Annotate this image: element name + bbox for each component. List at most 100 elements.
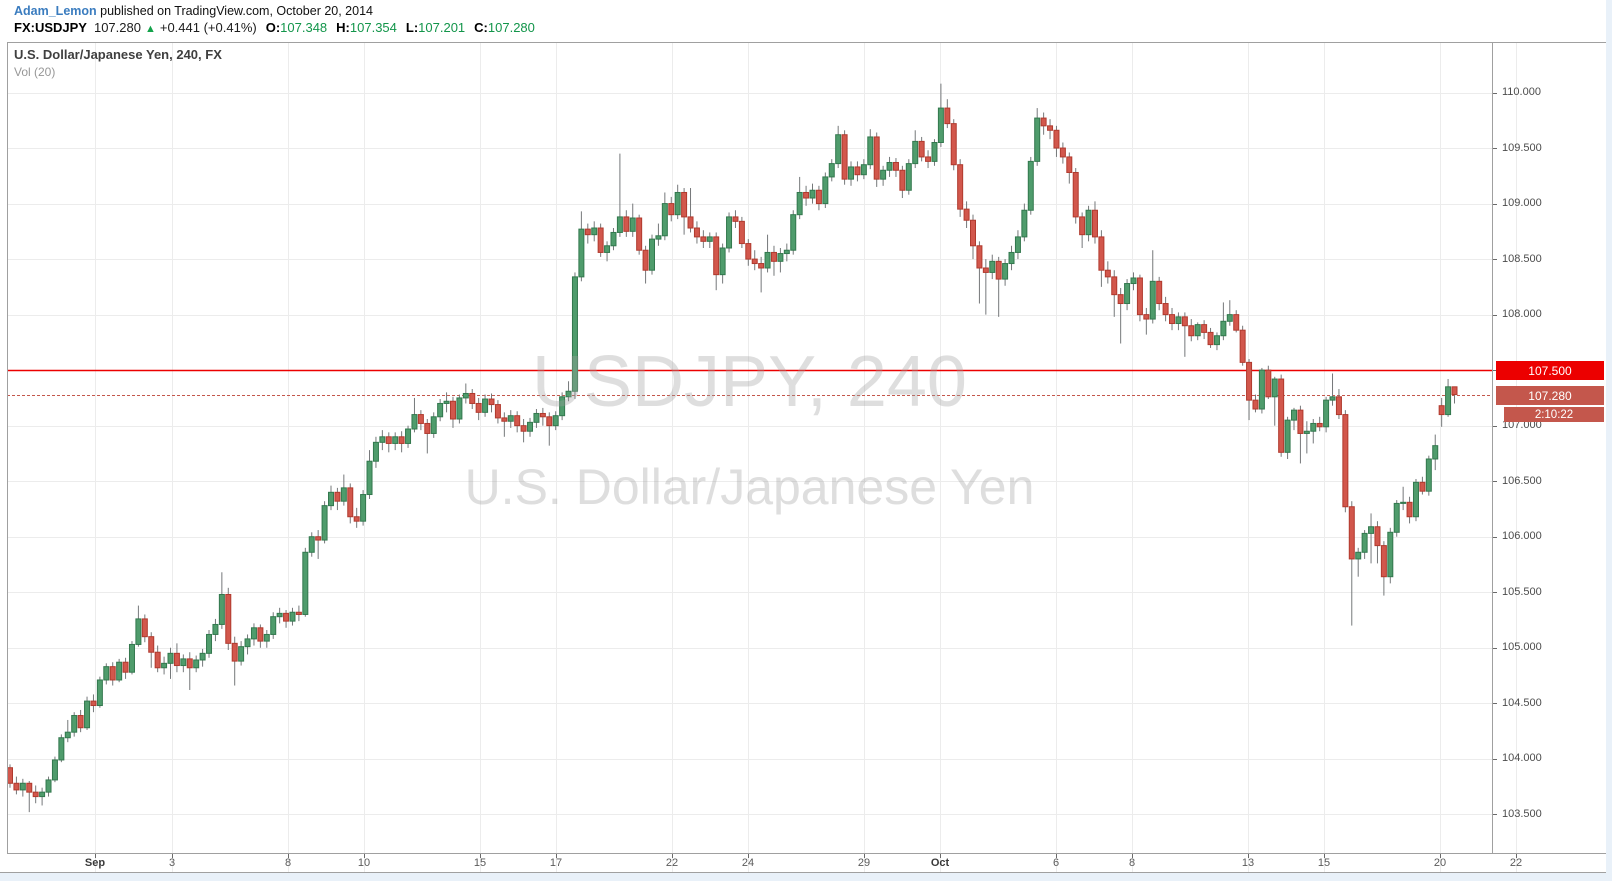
candle-body <box>989 260 996 273</box>
candle-body <box>283 612 290 622</box>
author-link[interactable]: Adam_Lemon <box>14 4 97 18</box>
candle-body <box>559 396 566 417</box>
candle-body <box>212 623 219 635</box>
plot-area[interactable] <box>7 42 1492 853</box>
candle-body <box>944 107 951 125</box>
candle-body <box>726 216 733 249</box>
candle-body <box>1188 325 1195 337</box>
candle-body <box>488 398 495 406</box>
candle-body <box>1412 481 1419 518</box>
candle-body <box>1297 409 1304 434</box>
watermark-symbol: USDJPY, 240 <box>532 342 967 422</box>
candle-body <box>976 245 983 269</box>
candle-body <box>1329 396 1336 401</box>
candle-body <box>950 123 957 166</box>
x-axis-label: 13 <box>1241 857 1255 869</box>
candle-body <box>19 782 26 791</box>
candle-body <box>841 134 848 180</box>
candle-body <box>13 782 20 791</box>
candle-body <box>77 715 84 729</box>
candle-body <box>443 400 450 404</box>
candle-body <box>1066 156 1073 173</box>
candle-body <box>1310 422 1317 432</box>
candle-body <box>1175 316 1182 325</box>
y-axis-label: 106.500 <box>1502 474 1542 487</box>
candle-body <box>520 425 527 432</box>
candle-body <box>995 260 1002 280</box>
candle-body <box>1117 294 1124 305</box>
candle-body <box>803 191 810 199</box>
candle-body <box>1265 369 1272 398</box>
candle-body <box>1079 216 1086 236</box>
y-axis-label: 104.500 <box>1502 696 1542 709</box>
candle-body <box>828 163 835 178</box>
candle-body <box>880 169 887 180</box>
candle-body <box>475 402 482 413</box>
indicator-label[interactable]: Vol (20) <box>14 65 56 79</box>
candle-body <box>1323 399 1330 428</box>
candle-body <box>912 140 919 165</box>
price-axis[interactable] <box>1492 42 1606 853</box>
candle-body <box>629 217 636 232</box>
candle-body <box>970 219 976 247</box>
candle-body <box>571 276 578 392</box>
candle-body <box>289 611 296 622</box>
candle-body <box>636 217 643 251</box>
candle-body <box>892 161 899 171</box>
candle-body <box>1368 526 1375 534</box>
candle-body <box>405 428 412 444</box>
change-text: +0.441 (+0.41%) <box>159 20 257 35</box>
y-axis-label: 103.500 <box>1502 807 1542 820</box>
candle-body <box>1002 263 1009 280</box>
candle-body <box>925 156 932 162</box>
x-axis-label: 29 <box>857 857 871 869</box>
candle-body <box>937 107 944 144</box>
candle-body <box>527 421 534 432</box>
published-text: published on TradingView.com, October 20… <box>96 4 373 18</box>
x-axis-label: Sep <box>84 857 106 869</box>
candle-body <box>514 415 521 427</box>
x-axis-label: 3 <box>168 857 176 869</box>
candle-body <box>135 618 142 645</box>
candle-body <box>1393 502 1400 533</box>
x-axis-label: 15 <box>1317 857 1331 869</box>
y-axis-label: 109.500 <box>1502 141 1542 154</box>
candle-body <box>745 243 752 260</box>
candle-body <box>109 666 116 681</box>
candle-body <box>58 737 65 761</box>
candle-body <box>1226 314 1233 322</box>
candle-body <box>1021 209 1028 238</box>
candle-body <box>815 189 822 205</box>
open-value: 107.348 <box>280 20 328 35</box>
candle-body <box>385 436 392 444</box>
candle-body <box>398 436 405 444</box>
candle-body <box>1047 125 1054 131</box>
open-label: O: <box>265 20 281 35</box>
candle-body <box>186 658 193 669</box>
time-axis[interactable] <box>0 853 1606 873</box>
candlestick-series <box>7 83 1458 813</box>
candle-body <box>411 414 418 430</box>
candle-body <box>867 136 874 166</box>
candle-body <box>886 161 893 171</box>
candle-body <box>674 191 681 216</box>
x-axis-label: 20 <box>1433 857 1447 869</box>
candle-body <box>1149 280 1156 320</box>
candle-body <box>1438 405 1445 416</box>
candle-body <box>719 247 726 276</box>
candle-body <box>931 142 938 162</box>
candle-body <box>1451 386 1458 396</box>
candle-body <box>591 227 598 236</box>
x-axis-label: 8 <box>284 857 292 869</box>
x-axis-label: 24 <box>741 857 755 869</box>
candle-body <box>873 136 880 180</box>
x-axis-label: 22 <box>665 857 679 869</box>
y-axis-label: 106.000 <box>1502 530 1542 543</box>
candle-body <box>154 651 161 669</box>
candle-body <box>148 636 155 653</box>
candle-body <box>1194 324 1201 337</box>
candle-body <box>764 251 771 269</box>
grid <box>7 42 1517 873</box>
